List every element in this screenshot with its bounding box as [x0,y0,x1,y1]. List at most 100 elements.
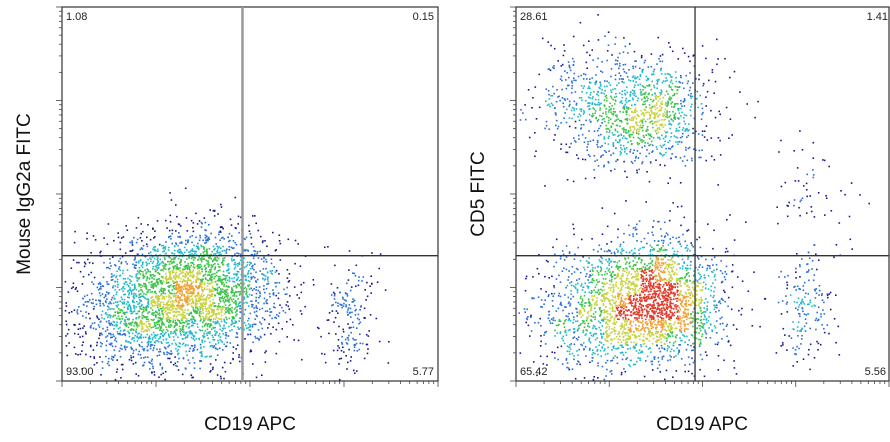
event-dot [258,286,261,288]
event-dot [168,236,170,239]
event-dot [207,239,209,242]
event-dot [111,308,113,310]
event-dot [214,263,216,265]
event-dot [730,308,733,311]
event-dot [240,311,242,314]
event-dot [123,345,126,348]
event-dot [616,362,619,365]
event-dot [612,145,615,147]
event-dot [344,299,346,301]
event-dot [206,296,208,298]
event-dot [162,250,164,253]
event-dot [244,238,246,241]
event-dot [200,310,203,313]
event-dot [221,366,224,369]
event-dot [124,321,127,323]
event-dot [175,295,177,297]
event-dot [807,270,809,273]
event-dot [807,353,810,356]
event-dot [211,273,213,276]
event-dot [683,87,685,90]
event-dot [545,88,548,90]
event-dot [131,338,133,341]
event-dot [585,273,588,275]
event-dot [170,278,172,281]
event-dot [125,340,127,343]
event-dot [232,259,235,261]
event-dot [565,315,567,317]
event-dot [127,284,130,287]
event-dot [157,260,159,262]
event-dot [667,244,670,246]
event-dot [686,82,689,85]
event-dot [137,375,140,377]
event-dot [207,263,210,266]
event-dot [147,322,150,325]
event-dot [188,350,191,352]
event-dot [163,346,166,349]
event-dot [161,318,164,320]
event-dot [173,257,175,259]
event-dot [224,277,227,279]
event-dot [171,258,173,260]
event-dot [540,340,542,343]
event-dot [133,288,136,290]
event-dot [638,252,641,255]
event-dot [192,357,194,359]
event-dot [249,280,251,283]
event-dot [203,298,206,301]
event-dot [549,322,552,324]
event-dot [233,247,235,249]
event-dot [121,255,124,258]
event-dot [148,262,150,265]
event-dot [216,308,218,311]
event-dot [665,77,667,79]
event-dot [828,293,830,295]
event-dot [731,270,734,273]
event-dot [67,291,70,293]
event-dot [600,256,602,258]
event-dot [146,333,149,336]
event-dot [558,274,560,277]
event-dot [599,125,602,127]
event-dot [119,318,121,320]
event-dot [150,283,152,286]
event-dot [202,246,205,248]
event-dot [608,81,610,84]
event-dot [601,71,604,73]
event-dot [673,356,675,358]
event-dot [695,98,697,100]
event-dot [634,363,636,366]
event-dot [278,273,280,275]
event-dot [809,343,812,346]
event-dot [194,296,197,298]
event-dot [227,285,229,287]
event-dot [104,330,107,333]
event-dot [128,335,131,338]
event-dot [173,288,176,290]
event-dot [238,261,241,264]
event-dot [630,160,633,163]
event-dot [174,332,177,335]
event-dot [165,275,167,278]
event-dot [731,264,734,266]
event-dot [179,225,182,227]
event-dot [167,285,169,288]
event-dot [714,274,716,276]
event-dot [577,246,579,249]
event-dot [228,325,230,328]
event-dot [215,274,218,277]
event-dot [326,319,329,321]
event-dot [192,290,195,292]
event-dot [814,289,817,292]
event-dot [175,333,177,336]
event-dot [294,239,297,242]
event-dot [729,118,732,120]
event-dot [255,305,258,307]
event-dot [147,344,150,346]
event-dot [226,248,228,250]
event-dot [136,323,139,326]
event-dot [247,276,250,278]
event-dot [628,234,631,236]
event-dot [588,338,590,341]
